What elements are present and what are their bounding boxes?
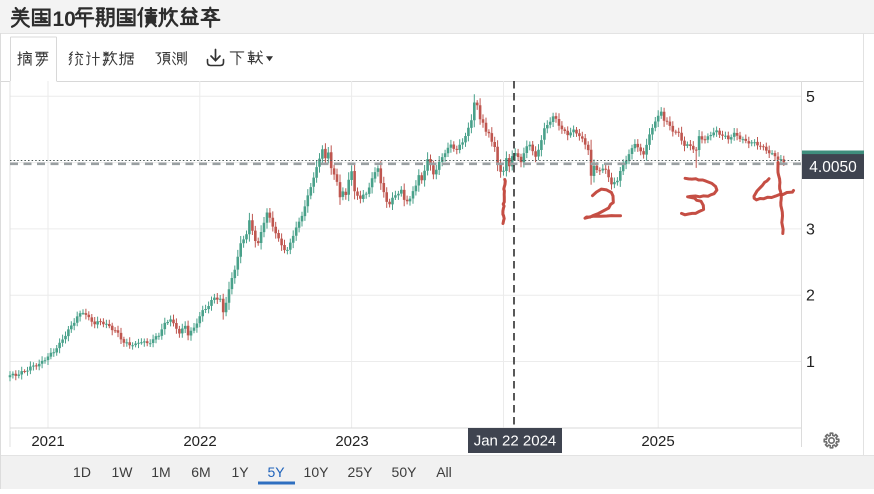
svg-text:25Y: 25Y: [348, 464, 374, 480]
svg-text:6M: 6M: [191, 464, 210, 480]
svg-text:2025: 2025: [641, 433, 674, 450]
svg-text:1Y: 1Y: [231, 464, 249, 480]
svg-text:5: 5: [806, 89, 815, 106]
svg-text:2022: 2022: [183, 433, 216, 450]
svg-text:1M: 1M: [151, 464, 170, 480]
svg-text:1: 1: [806, 354, 815, 371]
svg-text:3: 3: [806, 221, 815, 238]
svg-text:2021: 2021: [31, 433, 64, 450]
svg-text:2: 2: [806, 288, 815, 305]
svg-text:10: 10: [53, 8, 76, 31]
svg-text:1D: 1D: [73, 464, 91, 480]
svg-text:50Y: 50Y: [392, 464, 418, 480]
svg-text:4.0050: 4.0050: [809, 159, 857, 176]
svg-text:Jan 22 2024: Jan 22 2024: [474, 433, 557, 450]
svg-text:1W: 1W: [112, 464, 134, 480]
svg-text:5Y: 5Y: [267, 464, 285, 480]
svg-text:10Y: 10Y: [304, 464, 330, 480]
svg-text:All: All: [436, 464, 452, 480]
svg-text:2023: 2023: [335, 433, 368, 450]
